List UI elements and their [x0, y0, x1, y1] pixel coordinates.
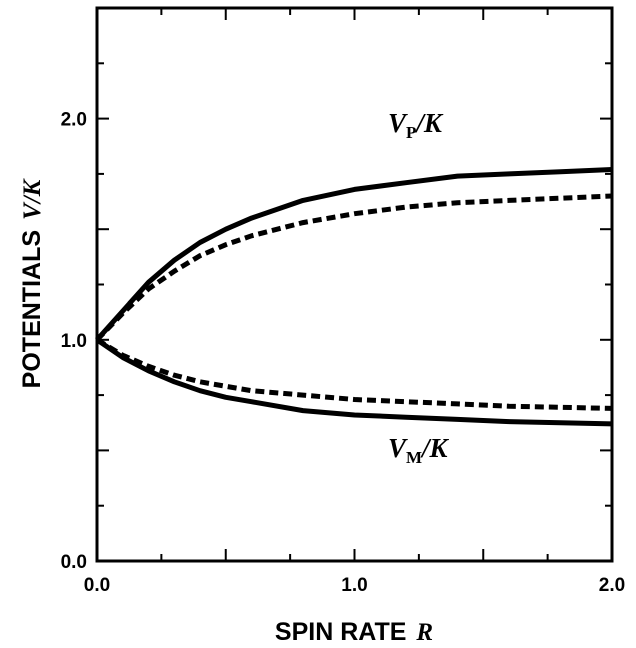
curve-label-1: VM/K — [388, 433, 450, 467]
x-tick-label: 2.0 — [599, 575, 625, 596]
dashed-curve-1 — [95, 193, 613, 342]
plot-frame — [95, 6, 614, 563]
x-tick-label: 1.0 — [341, 575, 367, 596]
curve-label-0: VP/K — [388, 108, 444, 142]
x-axis-label: SPIN RATE R — [275, 618, 433, 646]
x-tick-label: 0.0 — [84, 575, 110, 596]
y-axis-label: POTENTIALSV/K — [18, 177, 46, 388]
solid-curve-0 — [95, 167, 613, 342]
tick-labels: 0.0 1.0 2.0 0.0 1.0 2.0 — [61, 110, 626, 596]
y-tick-label: 1.0 — [61, 331, 87, 352]
solid-curve-2 — [95, 337, 613, 427]
y-tick-label: 2.0 — [61, 110, 87, 131]
tick-marks — [96, 7, 613, 562]
curves — [95, 167, 613, 427]
y-tick-label: 0.0 — [61, 552, 87, 573]
dashed-curve-3 — [95, 337, 613, 411]
curve-annotations: VP/K VM/K — [388, 108, 450, 467]
